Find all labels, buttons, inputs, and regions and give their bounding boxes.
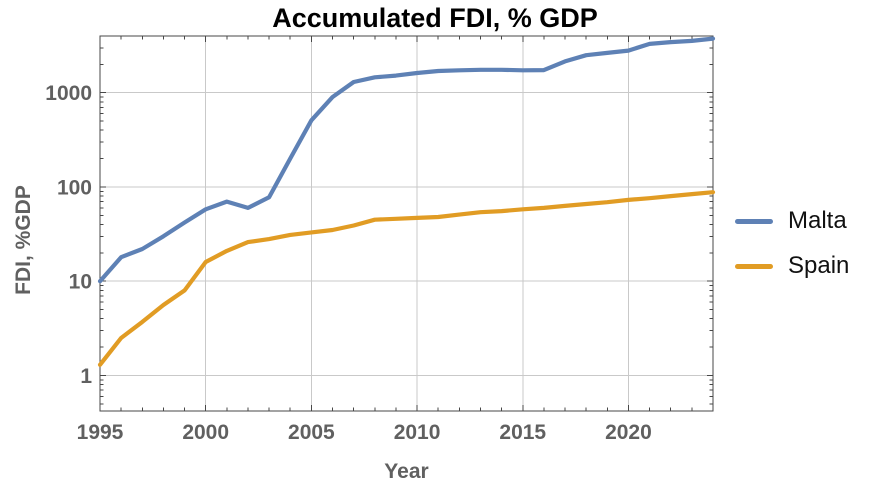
x-tick-label: 2010 [394,421,441,444]
legend-item-malta: Malta [735,209,849,233]
legend-item-spain: Spain [735,254,849,278]
legend: Malta Spain [735,209,849,278]
x-axis-label: Year [384,460,429,483]
y-axis-label: FDI, %GDP [12,185,35,295]
legend-label-spain: Spain [788,252,850,279]
x-tick-label: 2000 [182,421,229,444]
legend-label-malta: Malta [788,207,847,234]
y-tick-label: 100 [57,176,92,199]
plot-frame [99,35,714,412]
y-tick-label: 1000 [45,82,92,105]
x-tick-label: 2015 [499,421,546,444]
spain-line-swatch-icon [735,263,773,269]
y-tick-label: 10 [69,271,92,294]
chart-title: Accumulated FDI, % GDP [272,3,598,33]
malta-line-swatch-icon [735,218,773,224]
x-tick-label: 2020 [605,421,652,444]
y-tick-label: 1 [80,365,92,388]
spain-line [97,190,716,367]
x-tick-label: 2005 [288,421,335,444]
x-tick-label: 1995 [77,421,124,444]
malta-line [97,36,716,284]
